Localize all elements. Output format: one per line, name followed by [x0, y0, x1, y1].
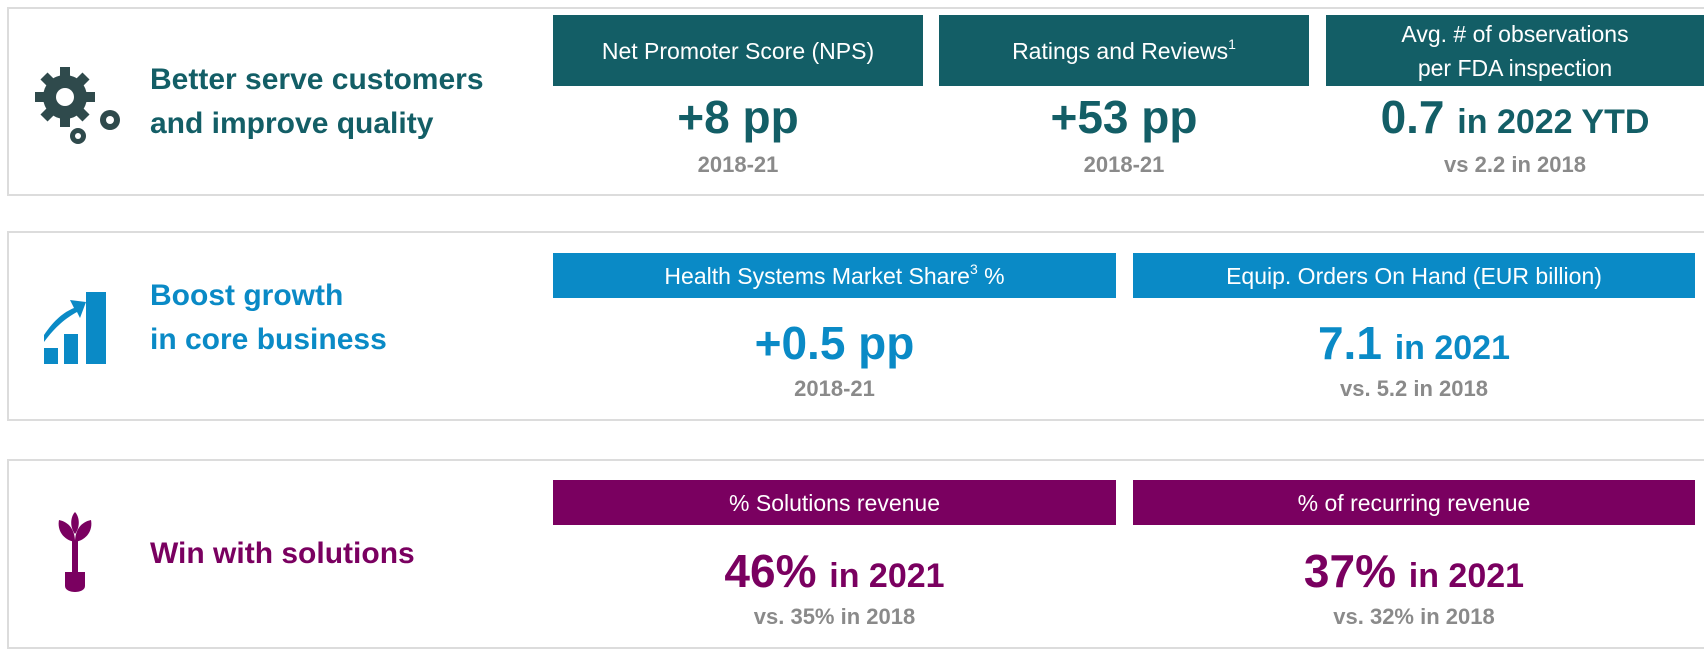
header-text: Health Systems Market Share: [664, 262, 970, 289]
row-title: Boost growth in core business: [150, 274, 387, 362]
metric-note: vs. 35% in 2018: [753, 604, 916, 629]
value-text: 37%: [1303, 545, 1396, 597]
title-line: and improve quality: [150, 107, 434, 140]
metric-header: Avg. # of observations per FDA inspection: [1326, 15, 1704, 86]
header-after: %: [984, 262, 1005, 289]
metric-header: Ratings and Reviews1: [939, 15, 1309, 86]
metric-value: +8 pp: [553, 92, 923, 142]
value-text: 46%: [724, 545, 817, 597]
title-line: Win with solutions: [150, 537, 415, 570]
row-title: Better serve customers and improve qualit…: [150, 58, 484, 146]
metric-note: 2018-21: [1083, 152, 1165, 177]
value-suffix: in 2021: [1408, 557, 1525, 595]
title-line: Better serve customers: [150, 63, 484, 96]
header-text: Equip. Orders On Hand (EUR billion): [1226, 262, 1602, 289]
value-suffix: in 2021: [829, 557, 945, 595]
gears-icon: [35, 67, 120, 144]
header-text: Ratings and Reviews: [1012, 37, 1229, 64]
header-line: Equip. Orders On Hand (EUR billion): [1226, 259, 1602, 293]
title-line: Boost growth: [150, 279, 344, 312]
header-line: % Solutions revenue: [729, 486, 940, 520]
row-title: Win with solutions: [150, 532, 415, 576]
header-line: Ratings and Reviews1: [1012, 34, 1236, 68]
header-text: % of recurring revenue: [1297, 489, 1531, 516]
header-sup: 1: [1228, 35, 1236, 52]
value-text: 0.7: [1380, 91, 1445, 143]
panel: [7, 231, 1704, 421]
metric-header: % Solutions revenue: [553, 480, 1116, 525]
growth-icon: [44, 292, 106, 364]
metric-header: % of recurring revenue: [1133, 480, 1695, 525]
header-line: % of recurring revenue: [1298, 486, 1531, 520]
value-suffix: in 2022 YTD: [1457, 103, 1650, 141]
header-sup: 3: [969, 260, 978, 277]
metric-header: Net Promoter Score (NPS): [553, 15, 923, 86]
header-text: Net Promoter Score (NPS): [601, 37, 875, 64]
header-text: per FDA inspection: [1417, 54, 1613, 81]
title-line: in core business: [150, 323, 387, 356]
metric-header: Equip. Orders On Hand (EUR billion): [1133, 253, 1695, 298]
metric-header: Health Systems Market Share3 %: [553, 253, 1116, 298]
value-text: +0.5 pp: [754, 317, 915, 369]
value-text: 7.1: [1317, 317, 1382, 369]
metric-value: +53 pp: [939, 92, 1309, 142]
panel: [7, 7, 1704, 196]
plant-icon: [58, 512, 92, 592]
metric-value: 0.7 in 2022 YTD: [1326, 92, 1704, 147]
metric-note: vs. 32% in 2018: [1333, 604, 1495, 629]
metric-note: 2018-21: [794, 376, 875, 401]
metric-note: vs. 5.2 in 2018: [1340, 376, 1488, 401]
metric-note: vs 2.2 in 2018: [1444, 152, 1586, 177]
value-suffix: in 2021: [1394, 329, 1511, 367]
metric-value: 46% in 2021: [553, 546, 1116, 601]
metric-note: 2018-21: [697, 152, 779, 177]
header-line: Health Systems Market Share3 %: [664, 259, 1004, 293]
value-text: +8 pp: [677, 91, 799, 143]
header-line: Net Promoter Score (NPS): [602, 34, 874, 68]
header-text: Avg. # of observations: [1401, 20, 1629, 47]
metric-value: 7.1 in 2021: [1133, 318, 1695, 373]
header-text: % Solutions revenue: [729, 489, 940, 516]
metric-value: 37% in 2021: [1133, 546, 1695, 601]
metric-value: +0.5 pp: [553, 318, 1116, 368]
value-text: +53 pp: [1050, 91, 1198, 143]
header-line: Avg. # of observations: [1401, 17, 1628, 51]
header-line: per FDA inspection: [1418, 51, 1612, 85]
